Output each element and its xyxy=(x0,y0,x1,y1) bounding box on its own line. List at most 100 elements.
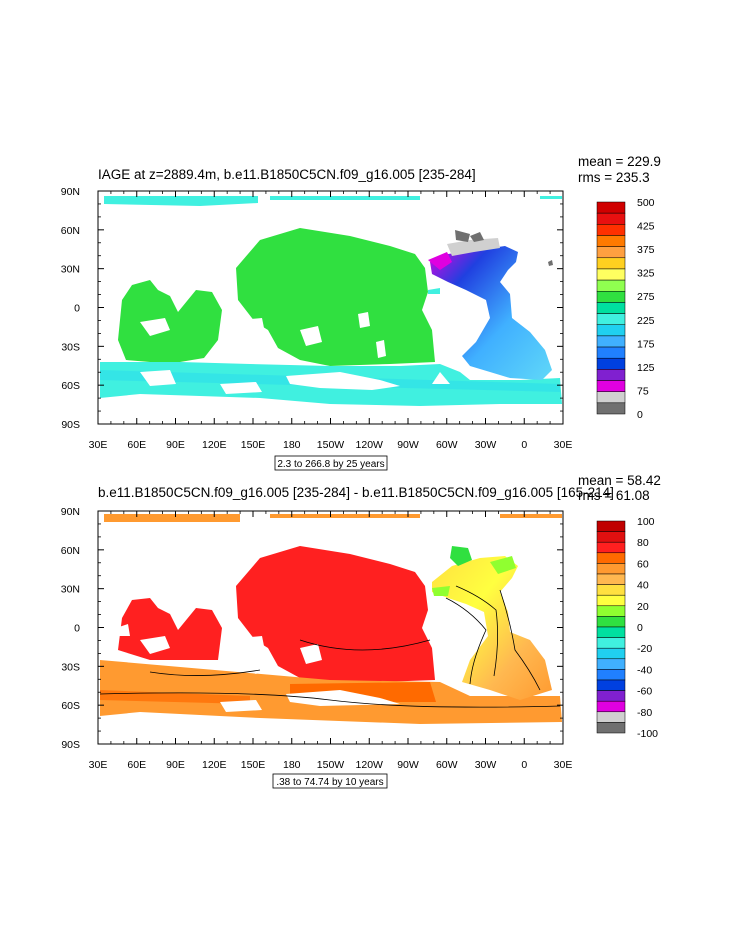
colorbar-cell xyxy=(596,573,626,585)
x-tick-label: 30E xyxy=(554,759,573,771)
colorbar-cell xyxy=(596,658,626,670)
colorbar-cell xyxy=(596,369,626,381)
x-tick-label: 60W xyxy=(436,439,458,451)
x-tick-label: 90E xyxy=(166,439,185,451)
colorbar-label: -100 xyxy=(637,728,658,740)
colorbar-label: 0 xyxy=(637,409,643,421)
x-tick-label: 30E xyxy=(89,759,108,771)
y-tick-label: 60S xyxy=(61,700,80,712)
colorbar-cell xyxy=(596,520,626,532)
colorbar-label: -40 xyxy=(637,664,652,676)
colorbar-cell xyxy=(596,201,626,214)
x-tick-label: 30W xyxy=(475,439,497,451)
contour-info-box-diff xyxy=(272,773,388,789)
region-indian xyxy=(118,280,222,362)
colorbar-cell xyxy=(596,235,626,247)
x-tick-label: 90W xyxy=(397,439,419,451)
x-tick-label: 60E xyxy=(127,759,146,771)
contour-info-iage: 2.3 to 266.8 by 25 years xyxy=(277,459,384,470)
panel-diff-mean: mean = 58.42 xyxy=(578,473,661,488)
colorbar-cell xyxy=(596,291,626,303)
colorbar-label: 40 xyxy=(637,580,649,592)
y-tick-label: 30N xyxy=(61,264,80,276)
y-tick-label: 60N xyxy=(61,545,80,557)
colorbar-cell xyxy=(596,302,626,314)
colorbar-cell xyxy=(596,257,626,270)
colorbar-cell xyxy=(596,647,626,660)
x-tick-label: 0 xyxy=(521,759,527,771)
colorbar-cell xyxy=(596,391,626,404)
x-tick-label: 120W xyxy=(356,759,384,771)
colorbar-cell xyxy=(596,246,626,259)
colorbar-label: -60 xyxy=(637,686,652,698)
colorbar-label: 275 xyxy=(637,291,655,303)
diff-region-pacific xyxy=(236,546,435,684)
y-tick-label: 90N xyxy=(61,506,80,518)
x-tick-label: 180 xyxy=(283,759,301,771)
colorbar-cell xyxy=(596,279,626,292)
colorbar-cell xyxy=(596,626,626,638)
x-tick-label: 150W xyxy=(317,439,345,451)
x-tick-label: 150W xyxy=(317,759,345,771)
y-tick-label: 90N xyxy=(61,186,80,198)
colorbar-label: 500 xyxy=(637,197,655,209)
y-tick-label: 30S xyxy=(61,341,80,353)
region-arctic xyxy=(104,196,258,206)
colorbar-cell xyxy=(596,669,626,681)
colorbar-cell xyxy=(596,212,626,225)
y-tick-label: 30S xyxy=(61,661,80,673)
colorbar-cell xyxy=(596,584,626,596)
x-tick-label: 60W xyxy=(436,759,458,771)
panel-diff-rms: rms = 61.08 xyxy=(578,488,650,503)
diff-region-atlantic xyxy=(432,556,552,700)
colorbar-cell xyxy=(596,690,626,702)
colorbar-cell xyxy=(596,380,626,392)
colorbar-cell xyxy=(596,722,626,734)
colorbar-label: 0 xyxy=(637,622,643,634)
colorbar-cell xyxy=(596,224,626,236)
colorbar-cell xyxy=(596,700,626,713)
colorbar-cell xyxy=(596,594,626,607)
x-tick-label: 180 xyxy=(283,439,301,451)
panel-diff: b.e11.B1850C5CN.f09_g16.005 [235-284] - … xyxy=(61,473,661,789)
colorbar-label: 80 xyxy=(637,537,649,549)
colorbar-cell xyxy=(596,563,626,575)
contour-info-diff: .38 to 74.74 by 10 years xyxy=(276,777,383,788)
x-tick-label: 0 xyxy=(521,439,527,451)
y-tick-label: 60S xyxy=(61,380,80,392)
region-atlantic xyxy=(430,246,552,380)
x-tick-label: 120E xyxy=(202,439,227,451)
colorbar-label: 425 xyxy=(637,221,655,233)
y-tick-label: 60N xyxy=(61,225,80,237)
y-tick-label: 30N xyxy=(61,584,80,596)
colorbar-cell xyxy=(596,324,626,337)
colorbar-cell xyxy=(596,637,626,649)
colorbar-label: 225 xyxy=(637,315,655,327)
region-pacific xyxy=(236,228,435,366)
axis-ticks-iage: 30E 60E 90E 120E 150E 180 150W 120W 90W 60W 30W 0 30… xyxy=(61,186,573,451)
x-tick-label: 30E xyxy=(554,439,573,451)
colorbar-label: 125 xyxy=(637,362,655,374)
panel-iage-rms: rms = 235.3 xyxy=(578,170,650,185)
x-tick-label: 30W xyxy=(475,759,497,771)
x-tick-label: 120E xyxy=(202,759,227,771)
y-tick-label: 90S xyxy=(61,419,80,431)
colorbar-iage: 500 425 375 325 275 225 175 125 75 0 xyxy=(596,197,655,421)
colorbar-cell xyxy=(596,346,626,359)
map-diff xyxy=(98,511,563,744)
x-tick-label: 120W xyxy=(356,439,384,451)
colorbar-cell xyxy=(596,531,626,543)
map-iage xyxy=(98,191,563,424)
colorbar-label: 20 xyxy=(637,601,649,613)
colorbar-cell xyxy=(596,402,626,415)
colorbar-label: -20 xyxy=(637,643,652,655)
x-tick-label: 150E xyxy=(241,439,266,451)
colorbar-cell xyxy=(596,679,626,691)
panel-iage-mean: mean = 229.9 xyxy=(578,154,661,169)
colorbar-label: 75 xyxy=(637,385,649,397)
colorbar-cell xyxy=(596,605,626,617)
x-tick-label: 150E xyxy=(241,759,266,771)
y-tick-label: 0 xyxy=(74,623,80,635)
panel-diff-title: b.e11.B1850C5CN.f09_g16.005 [235-284] - … xyxy=(98,485,614,500)
